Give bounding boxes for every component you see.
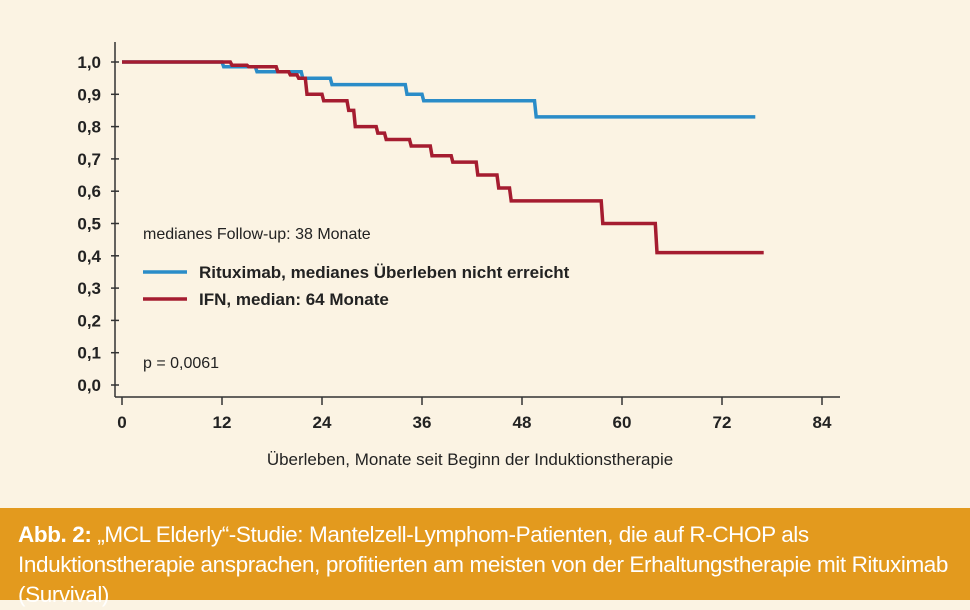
- x-tick-label: 0: [117, 413, 126, 432]
- y-tick-label: 0,6: [77, 182, 101, 201]
- x-tick-label: 48: [513, 413, 532, 432]
- y-tick-label: 0,8: [77, 118, 101, 137]
- y-tick-label: 0,7: [77, 150, 101, 169]
- x-tick-label: 84: [813, 413, 832, 432]
- survival-chart: 0,0 0,1 0,2 0,3 0,4 0,5 0,6 0,7 0,8 0,9 1,0 0 12 24 36…: [77, 42, 840, 469]
- x-tick-label: 24: [313, 413, 332, 432]
- x-tick-label: 12: [213, 413, 232, 432]
- y-tick-label: 0,3: [77, 279, 101, 298]
- caption-label: Abb. 2:: [18, 522, 92, 547]
- y-tick-label: 0,5: [77, 215, 101, 234]
- axes: 0,0 0,1 0,2 0,3 0,4 0,5 0,6 0,7 0,8 0,9 1,0 0 12 24 36…: [77, 42, 840, 432]
- x-tick-label: 60: [613, 413, 632, 432]
- series-group: [122, 60, 764, 255]
- x-tick-label: 36: [413, 413, 432, 432]
- y-tick-label: 0,9: [77, 85, 101, 104]
- series-line-rituximab: [122, 60, 756, 119]
- x-axis-label: Überleben, Monate seit Beginn der Indukt…: [267, 450, 673, 469]
- p-value-annotation: p = 0,0061: [143, 355, 219, 372]
- y-tick-label: 0,0: [77, 376, 101, 395]
- legend-label-rituximab: Rituximab, medianes Überleben nicht erre…: [199, 263, 570, 282]
- y-tick-label: 0,4: [77, 247, 101, 266]
- followup-annotation: medianes Follow-up: 38 Monate: [143, 226, 371, 243]
- caption-text: „MCL Elderly“-Studie: Mantelzell-Lymphom…: [18, 522, 949, 607]
- figure-caption: Abb. 2: „MCL Elderly“-Studie: Mantelzell…: [0, 508, 970, 607]
- x-tick-label: 72: [713, 413, 732, 432]
- series-line-ifn: [122, 60, 764, 255]
- legend-label-ifn: IFN, median: 64 Monate: [199, 290, 389, 309]
- legend: Rituximab, medianes Überleben nicht erre…: [143, 263, 570, 309]
- y-tick-label: 0,2: [77, 311, 101, 330]
- y-tick-label: 0,1: [77, 344, 101, 363]
- y-tick-label: 1,0: [77, 53, 101, 72]
